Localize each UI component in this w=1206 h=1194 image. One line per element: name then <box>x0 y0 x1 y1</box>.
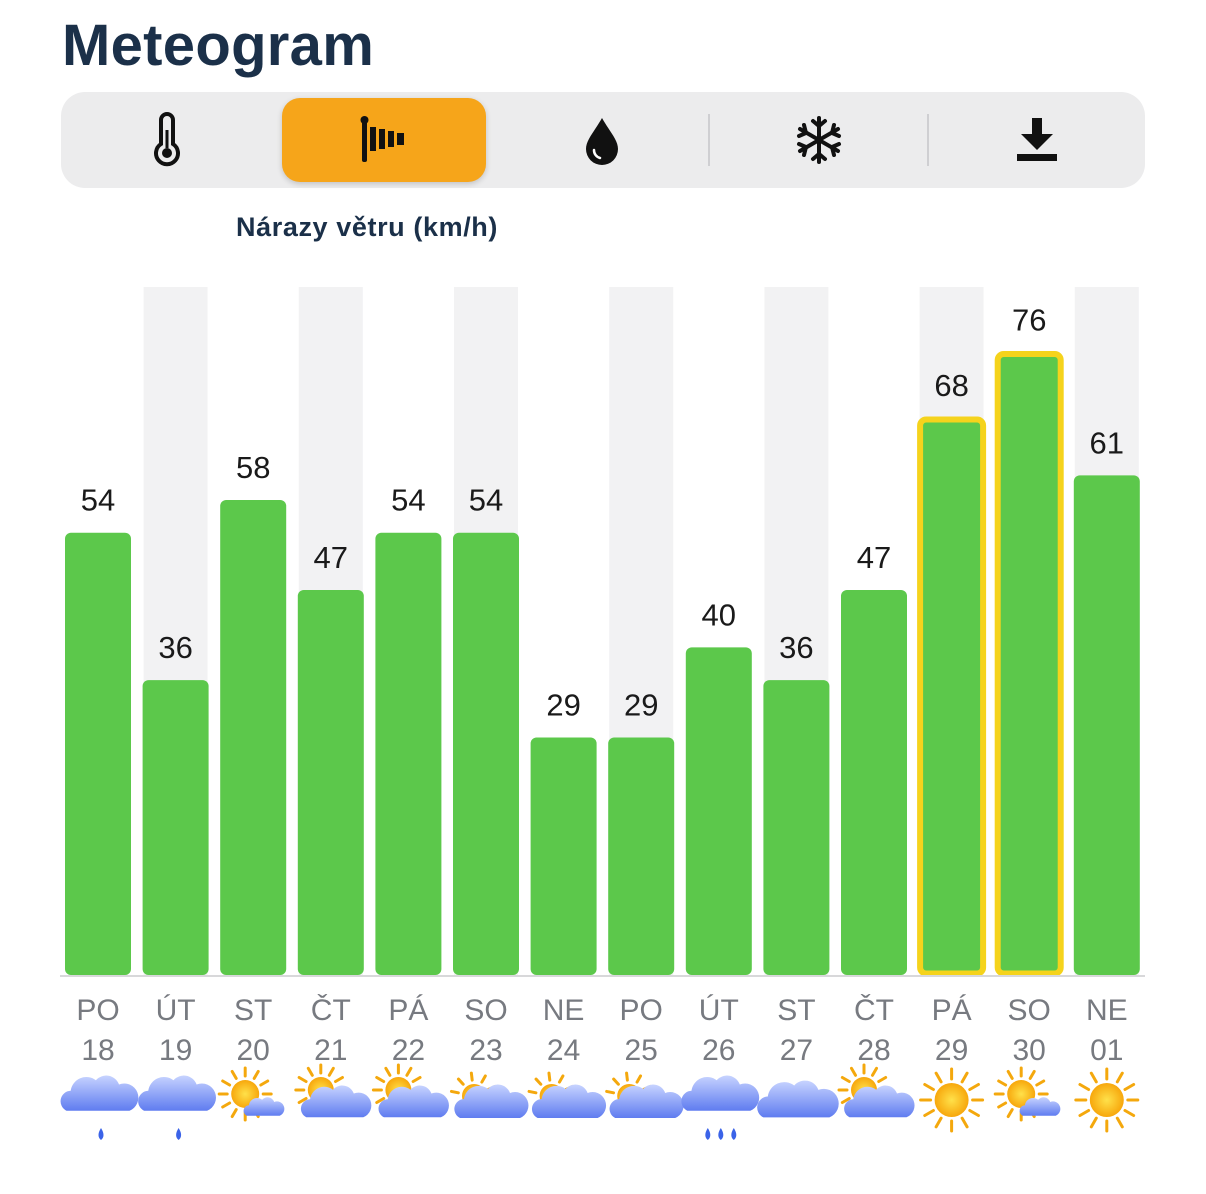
x-tick-day: ST <box>234 994 272 1027</box>
sun-behind-cloud-icon <box>294 1063 372 1118</box>
cloud-icon <box>757 1080 839 1118</box>
x-tick-date: 22 <box>392 1034 425 1067</box>
bar[interactable] <box>530 737 597 975</box>
bar-value-label: 54 <box>469 483 503 518</box>
bar-value-label: 54 <box>391 483 425 518</box>
x-tick-day: NE <box>1086 994 1128 1027</box>
sun-icon <box>919 1067 985 1133</box>
bar-value-label: 47 <box>314 540 348 575</box>
bar[interactable] <box>994 351 1064 977</box>
x-tick-date: 23 <box>469 1034 502 1067</box>
bar[interactable] <box>608 737 675 975</box>
x-tick-date: 01 <box>1090 1034 1123 1067</box>
bar[interactable] <box>65 532 131 975</box>
cloud-rain-icon <box>60 1075 139 1140</box>
bar-value-label: 54 <box>81 483 115 518</box>
bar[interactable] <box>685 647 752 975</box>
tab-divider <box>708 114 710 166</box>
sun-behind-cloud-icon <box>371 1063 449 1118</box>
bar[interactable] <box>297 590 364 975</box>
bar[interactable] <box>841 590 907 975</box>
x-tick-date: 26 <box>702 1034 735 1067</box>
bar[interactable] <box>917 416 987 977</box>
bar-value-label: 61 <box>1090 425 1124 460</box>
tab-download[interactable] <box>935 98 1139 182</box>
x-tick-date: 24 <box>547 1034 580 1067</box>
x-tick-date: 19 <box>159 1034 192 1067</box>
windsock-icon <box>360 116 404 162</box>
x-tick-date: 30 <box>1013 1034 1046 1067</box>
cloud-heavy-rain-icon <box>681 1075 760 1140</box>
bar[interactable] <box>1073 475 1140 975</box>
x-tick-day: PÁ <box>932 994 972 1027</box>
x-tick-date: 21 <box>314 1034 347 1067</box>
sun-icon <box>1074 1067 1140 1133</box>
tab-divider <box>927 114 929 166</box>
x-tick-date: 25 <box>625 1034 658 1067</box>
x-tick-day: SO <box>464 994 507 1027</box>
water-drop-icon <box>586 118 618 165</box>
bar-value-label: 29 <box>546 687 580 722</box>
x-tick-day: ÚT <box>699 994 739 1027</box>
x-tick-day: SO <box>1008 994 1051 1027</box>
x-tick-date: 28 <box>857 1034 890 1067</box>
x-tick-date: 27 <box>780 1034 813 1067</box>
tab-precipitation[interactable] <box>500 98 704 182</box>
cloud-sun-icon <box>605 1071 684 1118</box>
bar[interactable] <box>142 680 209 975</box>
bar-value-label: 76 <box>1012 303 1046 338</box>
x-tick-day: NE <box>543 994 585 1027</box>
sun-small-cloud-icon <box>217 1066 285 1122</box>
thermometer-icon <box>154 112 180 167</box>
tab-snow[interactable] <box>717 98 921 182</box>
bar[interactable] <box>375 532 442 975</box>
tab-temperature[interactable] <box>65 98 269 182</box>
bar[interactable] <box>763 680 830 975</box>
x-tick-day: PO <box>620 994 663 1027</box>
cloud-rain-icon <box>138 1075 216 1140</box>
x-tick-day: PO <box>76 994 119 1027</box>
bar[interactable] <box>220 499 287 975</box>
x-tick-day: ČT <box>854 993 894 1027</box>
bar[interactable] <box>453 532 519 975</box>
sun-behind-cloud-icon <box>837 1063 915 1118</box>
page-title: Meteogram <box>62 13 375 78</box>
chart-title: Nárazy větru (km/h) <box>236 212 498 242</box>
bar-value-label: 29 <box>624 687 658 722</box>
x-tick-day: ČT <box>311 993 351 1027</box>
tab-wind[interactable] <box>282 98 486 182</box>
x-tick-date: 20 <box>237 1034 270 1067</box>
bar-value-label: 40 <box>702 597 736 632</box>
download-icon <box>1017 118 1057 161</box>
bar-value-label: 68 <box>934 368 968 403</box>
sun-small-cloud-icon <box>993 1066 1061 1122</box>
bar-value-label: 47 <box>857 540 891 575</box>
bar-value-label: 36 <box>779 630 813 665</box>
meteogram-tab-bar <box>61 92 1145 188</box>
cloud-sun-icon <box>449 1071 529 1118</box>
cloud-sun-icon <box>527 1071 607 1118</box>
x-tick-day: ST <box>777 994 815 1027</box>
bar-value-label: 58 <box>236 450 270 485</box>
snowflake-icon <box>797 116 841 164</box>
x-tick-date: 29 <box>935 1034 968 1067</box>
x-tick-date: 18 <box>81 1034 114 1067</box>
x-tick-day: ÚT <box>156 994 196 1027</box>
bar-value-label: 36 <box>158 630 192 665</box>
x-tick-day: PÁ <box>388 994 428 1027</box>
